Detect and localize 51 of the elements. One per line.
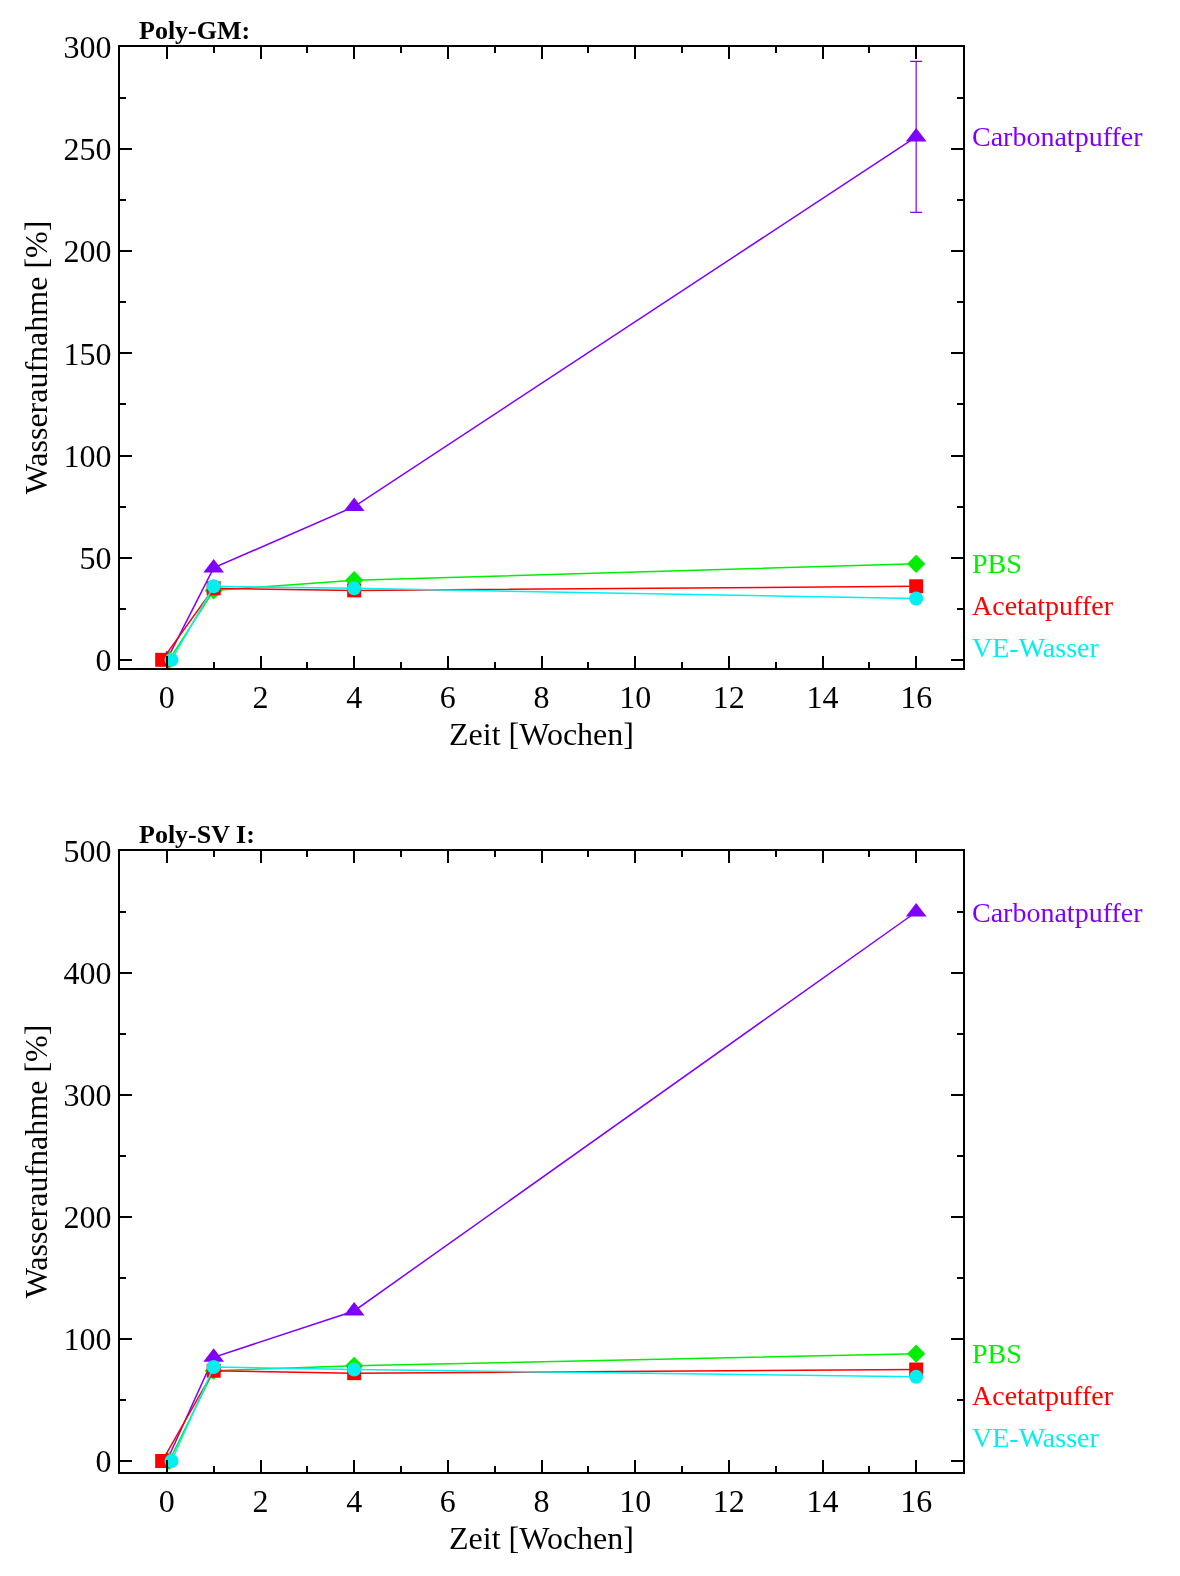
x-tick-label: 16 [900,679,933,716]
x-axis-title: Zeit [Wochen] [449,1519,634,1556]
x-tick-label: 10 [619,679,652,716]
x-tick-label: 0 [158,679,175,716]
x-tick-label: 2 [252,679,269,716]
x-tick-label: 8 [533,1483,550,1520]
series-label: Carbonatpuffer [972,121,1144,152]
x-tick-label: 6 [439,1483,456,1520]
y-tick-label: 500 [63,833,112,870]
point [909,591,924,606]
x-tick-label: 6 [439,679,456,716]
y-tick-label: 200 [63,1199,112,1236]
y-tick-label: 200 [63,233,112,270]
text: VE-Wasser [972,632,1100,663]
x-tick-label: 12 [712,679,745,716]
point [907,554,926,573]
x-tick-label: 10 [619,1483,652,1520]
x-tick-label: 0 [158,1483,175,1520]
y-axis-title: Wasseraufnahme [%] [18,1024,55,1299]
x-tick-label: 14 [806,1483,839,1520]
series-label: PBS [972,1338,1022,1369]
text: VE-Wasser [972,1422,1100,1453]
y-tick-label: 0 [95,642,112,679]
point [347,1362,362,1377]
x-tick-label: 16 [900,1483,933,1520]
series-label: Acetatpuffer [972,1380,1114,1411]
y-tick-label: 100 [63,437,112,474]
x-tick-label: 2 [252,1483,269,1520]
series-label: Carbonatpuffer [972,897,1144,928]
y-tick-label: 400 [63,955,112,992]
x-tick-label: 4 [346,679,363,716]
y-axis-title: Wasseraufnahme [%] [18,220,55,495]
y-tick-label: 0 [95,1443,112,1480]
x-tick-label: 8 [533,679,550,716]
series-label: Acetatpuffer [972,590,1114,621]
y-tick-label: 100 [63,1321,112,1358]
x-tick-label: 14 [806,679,839,716]
x-tick-label: 12 [712,1483,745,1520]
x-tick-label: 4 [346,1483,363,1520]
series-label: PBS [972,548,1022,579]
chart-title: Poly-SV I: [139,820,255,849]
point [909,579,924,594]
y-tick-label: 50 [79,539,112,576]
point [907,1344,926,1363]
y-tick-label: 300 [63,29,112,66]
chart-title: Poly-GM: [139,16,251,45]
point [909,1369,924,1384]
y-tick-label: 250 [63,131,112,168]
y-tick-label: 150 [63,335,112,372]
y-tick-label: 300 [63,1077,112,1114]
x-axis-title: Zeit [Wochen] [449,715,634,752]
